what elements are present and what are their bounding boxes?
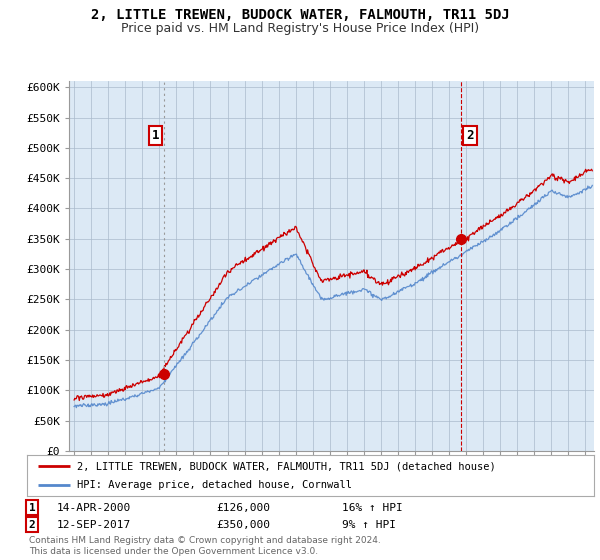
Text: Price paid vs. HM Land Registry's House Price Index (HPI): Price paid vs. HM Land Registry's House … [121,22,479,35]
Text: Contains HM Land Registry data © Crown copyright and database right 2024.
This d: Contains HM Land Registry data © Crown c… [29,536,380,556]
Text: 12-SEP-2017: 12-SEP-2017 [57,520,131,530]
Text: 2: 2 [29,520,35,530]
Text: £350,000: £350,000 [216,520,270,530]
Text: 9% ↑ HPI: 9% ↑ HPI [342,520,396,530]
Text: HPI: Average price, detached house, Cornwall: HPI: Average price, detached house, Corn… [77,480,352,489]
Text: 2, LITTLE TREWEN, BUDOCK WATER, FALMOUTH, TR11 5DJ: 2, LITTLE TREWEN, BUDOCK WATER, FALMOUTH… [91,8,509,22]
Text: £126,000: £126,000 [216,503,270,513]
Text: 14-APR-2000: 14-APR-2000 [57,503,131,513]
Text: 16% ↑ HPI: 16% ↑ HPI [342,503,403,513]
Text: 2: 2 [466,129,473,142]
Text: 2, LITTLE TREWEN, BUDOCK WATER, FALMOUTH, TR11 5DJ (detached house): 2, LITTLE TREWEN, BUDOCK WATER, FALMOUTH… [77,461,496,471]
Text: 1: 1 [152,129,160,142]
Text: 1: 1 [29,503,35,513]
